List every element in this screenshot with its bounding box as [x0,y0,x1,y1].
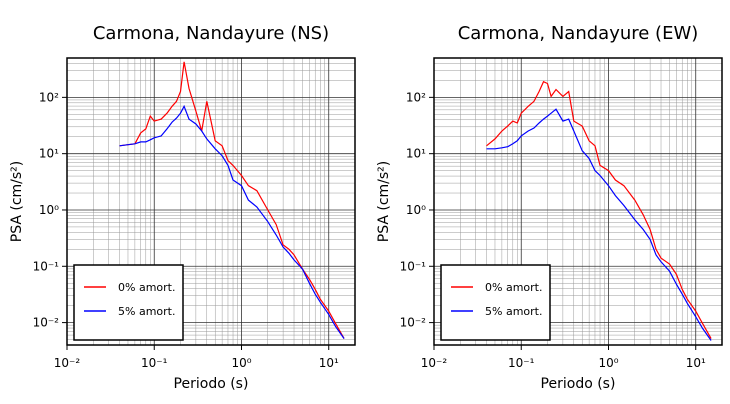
legend-label: 0% amort. [118,281,175,294]
x-axis-label: Periodo (s) [174,376,249,392]
x-tick-label: 10⁻¹ [141,356,168,370]
legend-box [73,264,184,341]
x-tick-label: 10⁻² [421,356,448,370]
legend-label: 5% amort. [485,305,542,318]
chart-title: Carmona, Nandayure (EW) [458,23,699,44]
series-line [486,80,712,339]
chart-title: Carmona, Nandayure (NS) [93,23,329,44]
y-axis-label: PSA (cm/s²) [376,161,392,243]
series-line [119,104,345,339]
y-tick-label: 10⁰ [406,203,426,217]
legend-label: 0% amort. [485,281,542,294]
y-tick-label: 10⁻¹ [33,259,60,273]
x-tick-label: 10⁰ [598,356,618,370]
x-axis-label: Periodo (s) [541,376,616,392]
x-tick-label: 10⁻² [54,356,81,370]
y-tick-label: 10¹ [39,147,59,161]
y-tick-label: 10⁻² [400,316,427,330]
series-line [486,108,712,341]
y-tick-label: 10⁻¹ [400,259,427,273]
plot-frame [433,57,723,346]
x-tick-label: 10⁰ [231,356,251,370]
y-axis-label: PSA (cm/s²) [9,161,25,243]
x-tick-label: 10¹ [319,356,339,370]
y-tick-label: 10² [39,90,59,104]
y-tick-label: 10⁰ [39,203,59,217]
legend-label: 5% amort. [118,305,175,318]
x-tick-label: 10¹ [686,356,706,370]
x-tick-label: 10⁻¹ [508,356,535,370]
plot-frame [66,57,356,346]
y-tick-label: 10¹ [406,147,426,161]
y-tick-label: 10⁻² [33,316,60,330]
y-tick-label: 10² [406,90,426,104]
legend-box [440,264,551,341]
